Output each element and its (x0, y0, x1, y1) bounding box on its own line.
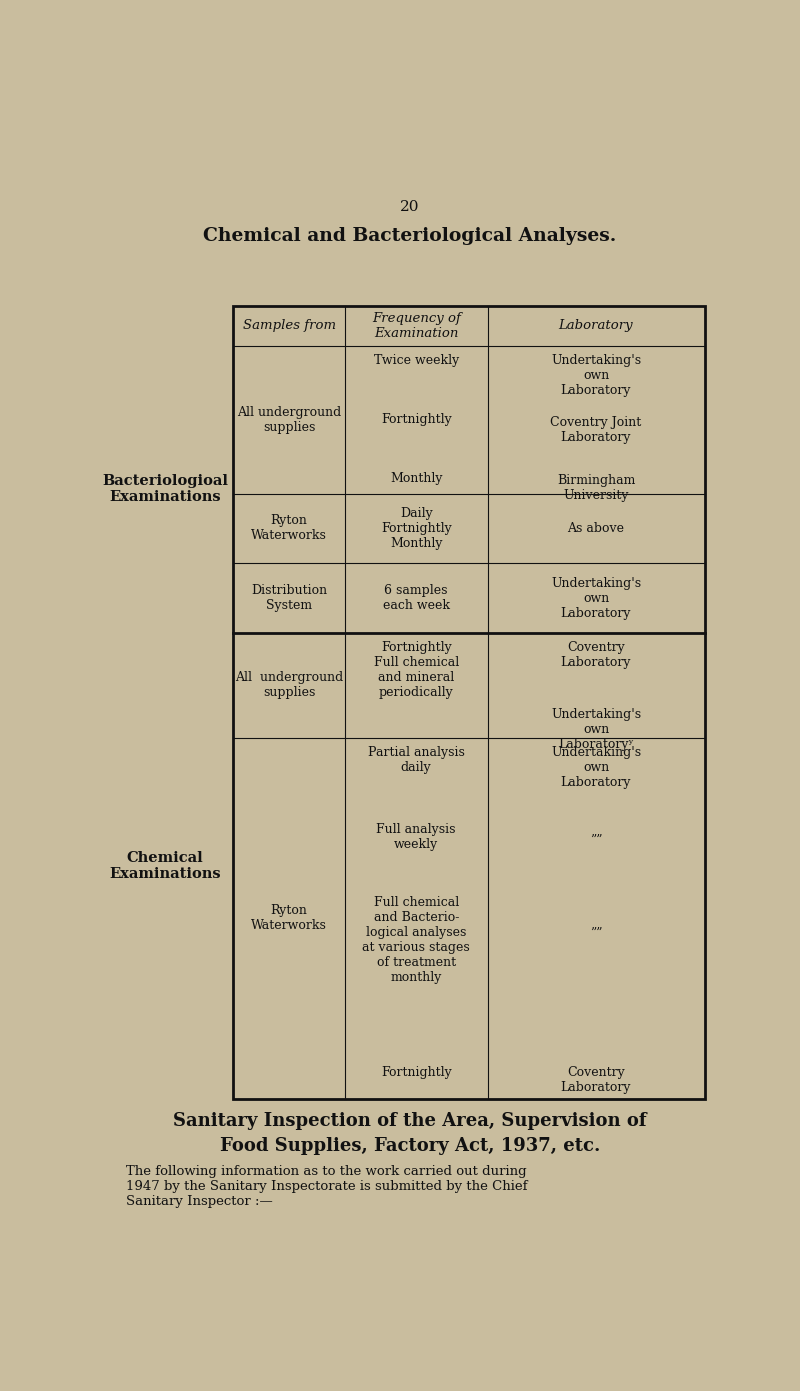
Text: Ryton
Waterworks: Ryton Waterworks (251, 515, 327, 542)
Text: All  underground
supplies: All underground supplies (235, 672, 343, 700)
Text: Distribution
System: Distribution System (251, 584, 327, 612)
Text: Fortnightly: Fortnightly (381, 413, 451, 426)
Text: Coventry
Laboratory: Coventry Laboratory (561, 1066, 631, 1093)
Text: Full chemical
and Bacterio-
logical analyses
at various stages
of treatment
mont: Full chemical and Bacterio- logical anal… (362, 896, 470, 985)
Text: Laboratory: Laboratory (558, 320, 634, 332)
Text: ””: ”” (590, 926, 602, 939)
Text: Birmingham
University: Birmingham University (557, 474, 635, 502)
Text: Bacteriologioal
Examinations: Bacteriologioal Examinations (102, 474, 228, 505)
Text: Undertaking's
own
Laboratory: Undertaking's own Laboratory (551, 576, 641, 619)
Text: The following information as to the work carried out during
1947 by the Sanitary: The following information as to the work… (126, 1166, 527, 1209)
Text: Partial analysis
daily: Partial analysis daily (368, 747, 465, 775)
Text: Ryton
Waterworks: Ryton Waterworks (251, 904, 327, 932)
Text: Daily
Fortnightly
Monthly: Daily Fortnightly Monthly (381, 506, 451, 549)
Text: Coventry
Laboratory: Coventry Laboratory (561, 641, 631, 669)
Text: Samples from: Samples from (242, 320, 336, 332)
Text: Chemical
Examinations: Chemical Examinations (110, 851, 221, 881)
Text: Coventry Joint
Laboratory: Coventry Joint Laboratory (550, 416, 642, 445)
Text: Undertaking's
own
Laboratoryʸ: Undertaking's own Laboratoryʸ (551, 708, 641, 751)
Text: Twice weekly: Twice weekly (374, 355, 459, 367)
Text: ””: ”” (590, 835, 602, 847)
Text: Monthly: Monthly (390, 472, 442, 485)
Text: All underground
supplies: All underground supplies (237, 406, 342, 434)
Text: 6 samples
each week: 6 samples each week (382, 584, 450, 612)
Text: Undertaking's
own
Laboratory: Undertaking's own Laboratory (551, 355, 641, 398)
Text: Frequency of
Examination: Frequency of Examination (372, 312, 461, 339)
Text: Undertaking's
own
Laboratory: Undertaking's own Laboratory (551, 747, 641, 789)
Bar (234, 306, 705, 1099)
Text: Full analysis
weekly: Full analysis weekly (377, 823, 456, 851)
Text: 20: 20 (400, 200, 420, 214)
Text: Food Supplies, Factory Act, 1937, etc.: Food Supplies, Factory Act, 1937, etc. (220, 1138, 600, 1156)
Text: Fortnightly
Full chemical
and mineral
periodically: Fortnightly Full chemical and mineral pe… (374, 641, 459, 700)
Text: Chemical and Bacteriological Analyses.: Chemical and Bacteriological Analyses. (203, 227, 617, 245)
Text: As above: As above (567, 522, 625, 536)
Text: Sanitary Inspection of the Area, Supervision of: Sanitary Inspection of the Area, Supervi… (173, 1111, 647, 1129)
Text: Fortnightly: Fortnightly (381, 1066, 451, 1078)
